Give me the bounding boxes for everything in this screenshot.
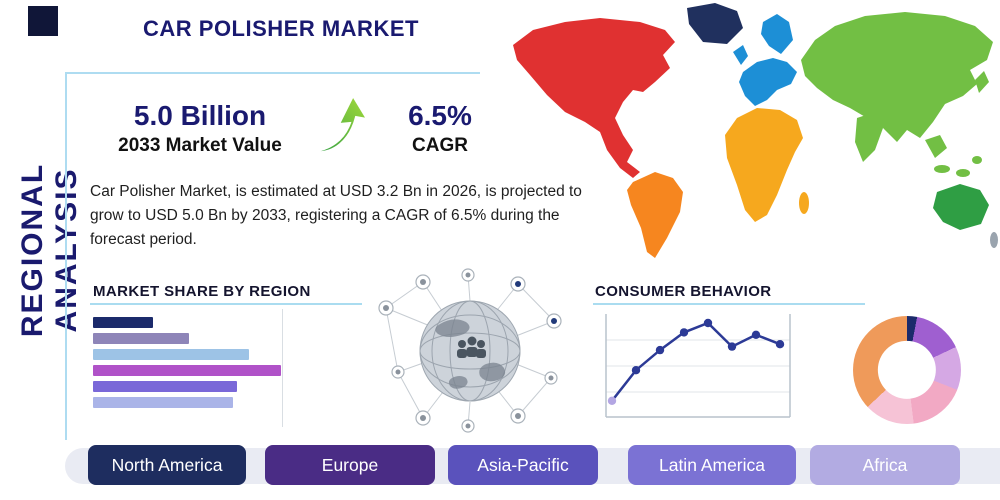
line-marker [607, 396, 617, 405]
market-value-stat: 5.0 Billion 2033 Market Value [80, 100, 320, 157]
donut-hole [877, 340, 937, 400]
line-marker [775, 340, 785, 349]
globe-network-graphic [368, 266, 573, 438]
map-north-america [513, 18, 675, 178]
map-southeast-asia [925, 135, 947, 158]
map-madagascar [799, 192, 809, 214]
bar-segment [93, 349, 249, 360]
market-share-title: MARKET SHARE BY REGION [93, 283, 311, 300]
line-marker [679, 328, 689, 337]
corner-accent-square [28, 6, 58, 36]
bar-segment [93, 333, 189, 344]
consumer-behavior-divider [593, 303, 865, 305]
cagr-label: CAGR [412, 135, 468, 156]
map-africa [725, 108, 803, 222]
region-button-latin-america[interactable]: Latin America [628, 445, 796, 485]
region-button-asia-pacific[interactable]: Asia-Pacific [448, 445, 598, 485]
bar-segment [93, 317, 153, 328]
consumer-behavior-title: CONSUMER BEHAVIOR [595, 283, 772, 300]
region-button-north-america[interactable]: North America [88, 445, 246, 485]
line-marker [655, 345, 665, 355]
bar-segment [93, 365, 281, 376]
map-japan [975, 71, 989, 93]
map-island-1 [934, 165, 950, 173]
cagr-number: 6.5% [408, 100, 472, 131]
network-nodes [378, 268, 562, 433]
people-icons [457, 336, 486, 358]
market-description: Car Polisher Market, is estimated at USD… [90, 183, 582, 249]
map-new-zealand [990, 232, 998, 248]
map-scandinavia [761, 14, 793, 54]
map-asia [801, 12, 993, 142]
map-australia [933, 184, 989, 230]
growth-arrow-icon [308, 88, 370, 158]
line-marker [703, 318, 713, 328]
region-button-europe[interactable]: Europe [265, 445, 435, 485]
map-greenland [687, 3, 743, 44]
bar-chart-gridline [282, 309, 283, 427]
regional-donut-chart [853, 316, 961, 424]
line-marker [631, 366, 641, 375]
map-british-isles [733, 45, 748, 65]
line-marker [751, 330, 761, 339]
map-island-2 [956, 169, 970, 177]
consumer-behavior-line-chart [598, 310, 798, 428]
bar-segment [93, 397, 233, 408]
map-europe [739, 58, 797, 106]
market-share-divider [90, 303, 362, 305]
map-india [855, 112, 883, 162]
line-marker [727, 342, 737, 351]
market-value-label: 2033 Market Value [118, 135, 282, 156]
side-vertical-label: REGIONAL ANALYSIS [16, 162, 83, 338]
market-share-bar-chart [93, 317, 303, 423]
cagr-stat: 6.5% CAGR [390, 100, 490, 157]
map-island-3 [972, 156, 982, 164]
page-title: CAR POLISHER MARKET [143, 16, 419, 41]
bar-segment [93, 381, 237, 392]
region-button-africa[interactable]: Africa [810, 445, 960, 485]
world-map [505, 0, 1000, 265]
market-value-number: 5.0 Billion [133, 100, 267, 131]
map-south-america [627, 172, 683, 258]
